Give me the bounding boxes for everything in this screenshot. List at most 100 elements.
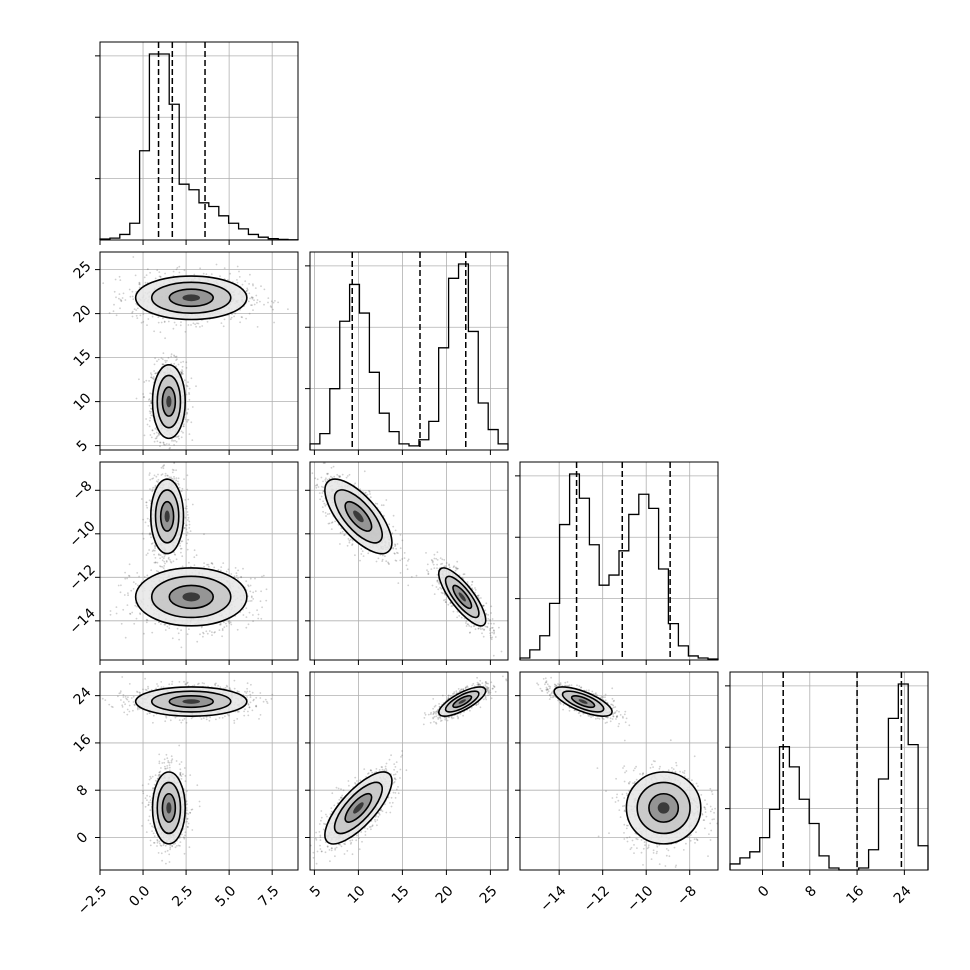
scatter-point bbox=[157, 358, 160, 361]
scatter-point bbox=[136, 317, 139, 319]
scatter-point bbox=[177, 480, 179, 483]
scatter-point bbox=[190, 421, 193, 424]
scatter-point bbox=[149, 271, 152, 274]
scatter-point bbox=[138, 575, 141, 578]
scatter-point bbox=[157, 473, 159, 476]
scatter-point bbox=[205, 630, 208, 633]
scatter-point bbox=[128, 288, 131, 291]
scatter-point bbox=[187, 498, 190, 501]
scatter-point bbox=[157, 432, 160, 435]
scatter-point bbox=[112, 310, 115, 313]
scatter-point bbox=[176, 266, 179, 269]
scatter-point bbox=[242, 614, 245, 616]
scatter-point bbox=[127, 574, 130, 577]
scatter-point bbox=[138, 282, 141, 284]
scatter-point bbox=[225, 622, 227, 625]
scatter-point bbox=[150, 376, 153, 379]
scatter-panel-content bbox=[100, 462, 298, 660]
scatter-point bbox=[174, 439, 176, 442]
scatter-point bbox=[135, 309, 138, 311]
scatter-point bbox=[229, 272, 232, 275]
scatter-point bbox=[252, 598, 255, 600]
scatter-point bbox=[165, 753, 168, 756]
scatter-point bbox=[182, 360, 185, 363]
scatter-point bbox=[177, 435, 180, 437]
scatter-point bbox=[277, 301, 279, 304]
hist-bars-1 bbox=[309, 263, 509, 450]
scatter-point bbox=[185, 800, 188, 803]
scatter-point bbox=[179, 774, 182, 776]
scatter-point bbox=[146, 552, 149, 555]
scatter-point bbox=[157, 570, 160, 573]
scatter-point bbox=[124, 571, 126, 574]
scatter-point bbox=[165, 452, 167, 454]
scatter-point bbox=[131, 290, 134, 293]
scatter-point bbox=[164, 272, 167, 275]
scatter-point bbox=[143, 632, 145, 635]
scatter-point bbox=[161, 358, 164, 361]
scatter-point bbox=[162, 317, 164, 320]
scatter-point bbox=[148, 815, 151, 818]
scatter-point bbox=[219, 622, 222, 625]
scatter-point bbox=[265, 599, 268, 602]
scatter-point bbox=[161, 566, 164, 568]
scatter-point bbox=[175, 477, 178, 479]
scatter-point bbox=[158, 840, 161, 843]
scatter-point bbox=[140, 498, 143, 500]
scatter-point bbox=[180, 372, 183, 375]
scatter-point bbox=[181, 365, 184, 368]
scatter-point bbox=[151, 315, 154, 318]
scatter-point bbox=[187, 516, 190, 519]
scatter-point bbox=[184, 516, 187, 519]
scatter-point bbox=[142, 537, 145, 540]
scatter-point bbox=[248, 292, 251, 295]
scatter-point bbox=[153, 549, 156, 552]
scatter-point bbox=[102, 282, 105, 285]
scatter-point bbox=[156, 839, 159, 842]
scatter-point bbox=[180, 321, 182, 323]
scatter-point bbox=[254, 577, 256, 580]
scatter-point bbox=[183, 423, 185, 426]
scatter-point bbox=[191, 406, 194, 408]
scatter-point bbox=[237, 569, 240, 572]
scatter-point bbox=[146, 794, 149, 797]
scatter-point bbox=[186, 542, 189, 545]
scatter-point bbox=[154, 277, 157, 280]
scatter-point bbox=[131, 310, 134, 313]
scatter-point bbox=[186, 419, 189, 421]
scatter-point bbox=[161, 465, 164, 468]
scatter-point bbox=[184, 499, 187, 501]
scatter-point bbox=[180, 430, 183, 433]
scatter-point bbox=[153, 553, 156, 556]
scatter-point bbox=[178, 486, 181, 489]
scatter-point bbox=[164, 443, 166, 446]
scatter-point bbox=[137, 584, 139, 587]
density-fill bbox=[182, 294, 201, 302]
scatter-point bbox=[155, 480, 158, 483]
scatter-point bbox=[185, 528, 188, 531]
scatter-point bbox=[179, 542, 181, 545]
scatter-point bbox=[131, 295, 134, 298]
scatter-point bbox=[263, 303, 265, 306]
scatter-point bbox=[210, 562, 213, 564]
scatter-point bbox=[133, 308, 136, 310]
scatter-point bbox=[178, 437, 180, 440]
scatter-point bbox=[152, 376, 155, 378]
scatter-point bbox=[287, 308, 289, 311]
contour-line bbox=[134, 275, 248, 321]
contour-line bbox=[134, 567, 248, 627]
scatter-point bbox=[186, 633, 189, 636]
scatter-point bbox=[154, 437, 157, 440]
scatter-point bbox=[162, 363, 165, 366]
scatter-point bbox=[272, 308, 274, 311]
scatter-point bbox=[262, 574, 265, 577]
scatter-point bbox=[143, 576, 146, 578]
scatter-point bbox=[211, 631, 213, 634]
scatter-point bbox=[119, 298, 122, 301]
scatter-point bbox=[159, 331, 162, 334]
scatter-point bbox=[153, 370, 156, 372]
scatter-point bbox=[150, 407, 152, 410]
scatter-point bbox=[169, 560, 172, 563]
scatter-point bbox=[186, 411, 189, 414]
scatter-point bbox=[160, 623, 162, 625]
